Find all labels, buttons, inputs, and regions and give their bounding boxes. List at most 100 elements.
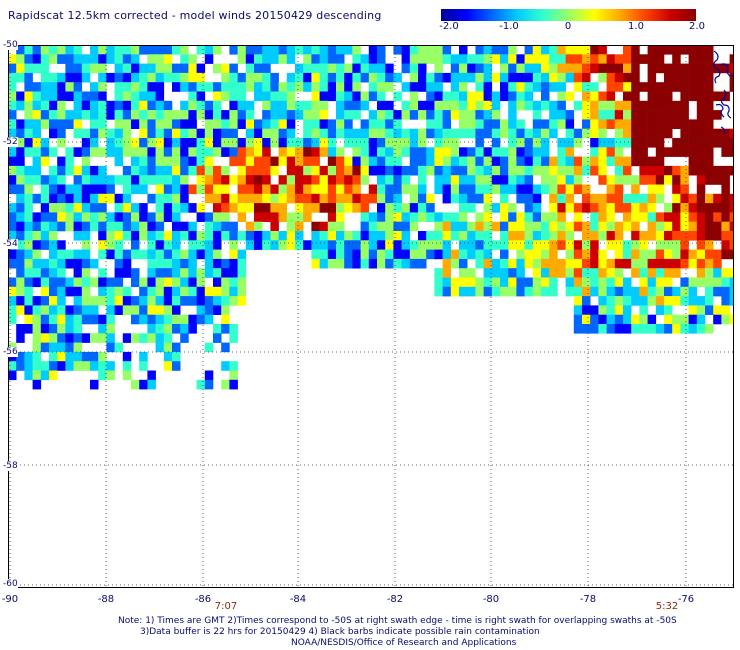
- wind-cell: [483, 82, 493, 92]
- wind-cell: [500, 156, 509, 167]
- wind-cell: [598, 258, 607, 269]
- wind-cell: [229, 379, 238, 390]
- wind-cell: [409, 203, 419, 213]
- wind-cell: [204, 128, 214, 139]
- wind-cell: [606, 91, 616, 102]
- wind-cell: [155, 63, 165, 74]
- wind-cell: [541, 138, 550, 148]
- wind-cell: [393, 128, 402, 139]
- wind-cell: [106, 175, 115, 185]
- wind-cell: [631, 258, 640, 269]
- wind-cell: [40, 203, 50, 213]
- wind-cell: [98, 45, 107, 55]
- wind-cell: [541, 45, 550, 55]
- wind-cell: [180, 45, 189, 55]
- wind-cell: [598, 175, 607, 185]
- wind-cell: [32, 147, 42, 157]
- wind-cell: [98, 370, 107, 381]
- wind-cell: [344, 184, 353, 195]
- wind-cell: [163, 119, 173, 129]
- wind-cell: [8, 277, 17, 288]
- wind-cell: [254, 54, 263, 64]
- wind-cell: [16, 184, 25, 195]
- wind-difference-map[interactable]: [8, 45, 734, 588]
- wind-cell: [508, 240, 517, 250]
- wind-cell: [106, 370, 115, 381]
- wind-cell: [163, 231, 173, 241]
- wind-cell: [524, 72, 534, 83]
- wind-cell: [303, 147, 312, 157]
- wind-cell: [483, 100, 493, 111]
- wind-cell: [459, 249, 468, 260]
- wind-cell: [188, 100, 197, 111]
- wind-cell: [713, 91, 722, 102]
- wind-cell: [327, 249, 337, 260]
- wind-cell: [573, 138, 583, 148]
- wind-cell: [180, 268, 189, 278]
- wind-cell: [623, 221, 632, 232]
- wind-cell: [163, 361, 173, 371]
- wind-cell: [204, 193, 214, 204]
- wind-cell: [196, 128, 206, 139]
- wind-cell: [24, 370, 33, 381]
- wind-cell: [24, 165, 33, 176]
- wind-cell: [81, 268, 91, 278]
- wind-cell: [81, 72, 91, 83]
- wind-cell: [565, 277, 575, 288]
- wind-cell: [680, 286, 689, 297]
- wind-cell: [639, 286, 648, 297]
- wind-cell: [245, 175, 255, 185]
- wind-cell: [516, 277, 525, 288]
- wind-cell: [163, 72, 173, 83]
- wind-cell: [672, 100, 681, 111]
- wind-cell: [65, 184, 74, 195]
- wind-cell: [131, 45, 140, 55]
- wind-cell: [49, 286, 58, 297]
- wind-cell: [491, 91, 501, 102]
- wind-cell: [237, 147, 247, 157]
- wind-cell: [672, 147, 681, 157]
- wind-cell: [319, 221, 329, 232]
- wind-cell: [8, 231, 17, 241]
- wind-cell: [705, 147, 714, 157]
- wind-cell: [155, 212, 165, 222]
- wind-cell: [705, 72, 714, 83]
- wind-cell: [590, 119, 599, 129]
- wind-cell: [442, 268, 452, 278]
- wind-cell: [32, 231, 42, 241]
- wind-cell: [49, 45, 58, 55]
- wind-cell: [442, 249, 452, 260]
- wind-cell: [664, 221, 673, 232]
- wind-cell: [16, 296, 25, 306]
- wind-cell: [442, 221, 452, 232]
- wind-cell: [147, 314, 156, 325]
- wind-cell: [114, 286, 124, 297]
- wind-cell: [565, 147, 575, 157]
- wind-cell: [295, 175, 304, 185]
- wind-cell: [360, 221, 370, 232]
- wind-cell: [483, 119, 493, 129]
- wind-cell: [65, 119, 74, 129]
- wind-cell: [721, 268, 730, 278]
- wind-cell: [598, 165, 607, 176]
- wind-cell: [721, 249, 730, 260]
- wind-cell: [573, 128, 583, 139]
- wind-cell: [319, 54, 329, 64]
- lat-label-54: -54: [3, 239, 18, 249]
- wind-cell: [377, 193, 386, 204]
- wind-cell: [221, 379, 230, 390]
- wind-cell: [590, 128, 599, 139]
- wind-cell: [590, 63, 599, 74]
- wind-cell: [319, 147, 329, 157]
- wind-cell: [24, 184, 33, 195]
- wind-cell: [532, 221, 542, 232]
- wind-cell: [131, 268, 140, 278]
- wind-cell: [385, 165, 394, 176]
- wind-cell: [90, 128, 99, 139]
- wind-cell: [303, 100, 312, 111]
- wind-cell: [557, 100, 566, 111]
- wind-cell: [647, 119, 657, 129]
- wind-cell: [532, 156, 542, 167]
- wind-cell: [573, 305, 583, 315]
- wind-cell: [40, 370, 50, 381]
